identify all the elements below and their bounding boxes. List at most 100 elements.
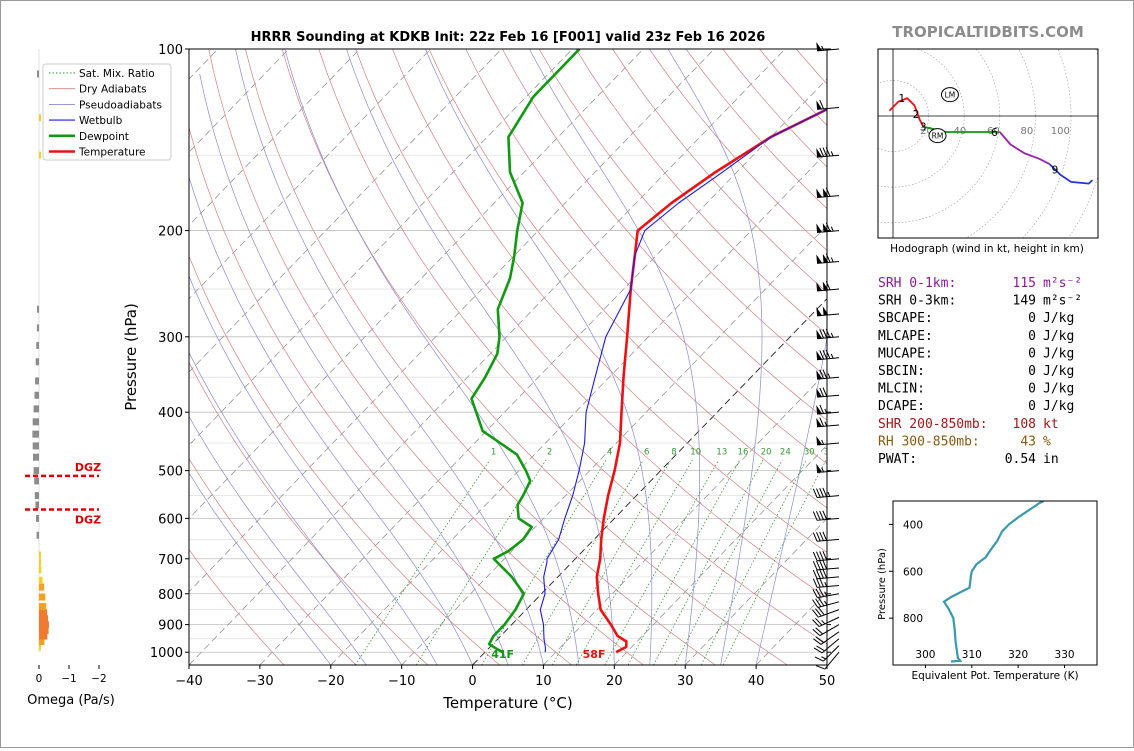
barb-full bbox=[815, 627, 824, 635]
y-tick-label: 400 bbox=[158, 406, 183, 421]
barb-flag bbox=[822, 222, 829, 232]
barb-full bbox=[819, 488, 824, 498]
barb-full bbox=[822, 369, 828, 379]
index-value: 0 bbox=[1028, 364, 1036, 379]
barb-flag bbox=[816, 281, 823, 291]
mixing-ratio-line bbox=[700, 459, 807, 665]
index-label: MLCIN: bbox=[878, 382, 925, 397]
omega-bar bbox=[32, 418, 39, 426]
x-tick-label: 50 bbox=[819, 674, 836, 689]
dry-adiabat-line bbox=[208, 49, 644, 665]
index-row: DCAPE: 0 J/kg bbox=[878, 399, 1074, 414]
barb-shaft bbox=[821, 638, 840, 654]
dry-adiabat-line bbox=[502, 49, 827, 421]
index-label: SRH 0-3km: bbox=[878, 294, 956, 309]
barb-full bbox=[819, 531, 824, 541]
mixing-ratio-line bbox=[627, 459, 741, 665]
barb-full bbox=[812, 569, 818, 579]
barb-shaft bbox=[817, 336, 840, 340]
omega-bar bbox=[32, 442, 39, 450]
barb-half bbox=[823, 600, 828, 606]
mixing-ratio-line bbox=[522, 459, 644, 665]
theta-e-xlabel: Equivalent Pot. Temperature (K) bbox=[911, 670, 1078, 682]
omega-bar bbox=[33, 467, 39, 475]
barb-shaft bbox=[824, 651, 840, 670]
omega-bar bbox=[39, 114, 41, 122]
barb-full bbox=[819, 569, 824, 579]
barb-shaft bbox=[817, 495, 840, 499]
barb-full bbox=[818, 587, 825, 597]
barb-flag bbox=[816, 223, 823, 233]
barb-full bbox=[818, 597, 825, 607]
wind-barb bbox=[814, 645, 840, 662]
barb-shaft bbox=[819, 624, 840, 637]
hodograph-height-label: 9 bbox=[1052, 164, 1059, 176]
index-value: 43 bbox=[1020, 434, 1036, 449]
watermark: TROPICALTIDBITS.COM bbox=[892, 23, 1084, 41]
barb-full bbox=[825, 349, 831, 359]
omega-bar bbox=[39, 551, 41, 559]
dry-adiabat-line bbox=[428, 49, 827, 509]
omega-bar bbox=[34, 477, 39, 485]
omega-bar bbox=[37, 305, 39, 313]
barb-flag bbox=[822, 253, 829, 263]
barb-full bbox=[819, 560, 824, 570]
wind-barb bbox=[816, 417, 840, 428]
barb-half bbox=[824, 581, 828, 587]
dry-adiabat-line bbox=[318, 49, 827, 645]
wetbulb-profile-line bbox=[539, 108, 827, 653]
omega-bar bbox=[39, 638, 45, 646]
wind-barb bbox=[812, 550, 840, 562]
index-label: MUCAPE: bbox=[878, 346, 933, 361]
omega-bar bbox=[33, 453, 39, 461]
omega-bar bbox=[33, 405, 39, 413]
omega-tick-label: −1 bbox=[61, 673, 76, 685]
barb-shaft bbox=[817, 376, 840, 380]
legend-label: Dewpoint bbox=[79, 131, 129, 143]
wind-barb bbox=[812, 607, 840, 618]
wind-barb bbox=[816, 387, 840, 398]
x-tick-label: 30 bbox=[677, 674, 694, 689]
barb-full bbox=[815, 598, 822, 607]
barb-half bbox=[821, 656, 826, 660]
hodograph-frame bbox=[877, 48, 1099, 239]
index-value: 0 bbox=[1028, 399, 1036, 414]
barb-shaft bbox=[817, 394, 840, 398]
barb-shaft bbox=[817, 584, 840, 588]
barb-full bbox=[812, 619, 820, 627]
omega-bar bbox=[36, 531, 39, 539]
barb-half bbox=[830, 353, 834, 359]
barb-full bbox=[812, 560, 818, 571]
y-tick-label: 300 bbox=[158, 331, 183, 346]
isotherm-line bbox=[826, 664, 827, 665]
wind-barb bbox=[816, 404, 840, 415]
index-row: SRH 0-3km: 149 m²s⁻² bbox=[878, 294, 1082, 309]
barb-full bbox=[818, 607, 825, 616]
legend-label: Temperature bbox=[78, 147, 146, 159]
wind-barb bbox=[816, 147, 840, 158]
barb-full bbox=[819, 369, 825, 379]
barb-full bbox=[822, 510, 828, 520]
barb-full bbox=[815, 636, 824, 643]
barb-full bbox=[825, 222, 831, 232]
index-label: MLCAPE: bbox=[878, 329, 933, 344]
legend-label: Wetbulb bbox=[79, 115, 123, 127]
barb-full bbox=[814, 656, 824, 662]
barb-full bbox=[822, 550, 828, 561]
mixing-ratio-label: 13 bbox=[716, 447, 727, 457]
legend-label: Dry Adiabats bbox=[79, 84, 147, 96]
barb-full bbox=[815, 588, 821, 598]
theta-e-ylabel: Pressure (hPa) bbox=[877, 548, 888, 620]
index-label: DCAPE: bbox=[878, 399, 925, 414]
barb-half bbox=[821, 467, 825, 473]
dgz-label-bottom: DGZ bbox=[75, 514, 101, 527]
barb-full bbox=[819, 147, 825, 157]
dry-adiabat-line bbox=[465, 49, 827, 465]
barb-full bbox=[812, 628, 821, 636]
mixing-ratio-label: 4 bbox=[607, 447, 612, 457]
omega-bar bbox=[39, 621, 49, 629]
index-label: PWAT: bbox=[878, 452, 917, 467]
barb-full bbox=[822, 349, 828, 360]
mixing-ratio-label: 8 bbox=[671, 447, 676, 457]
